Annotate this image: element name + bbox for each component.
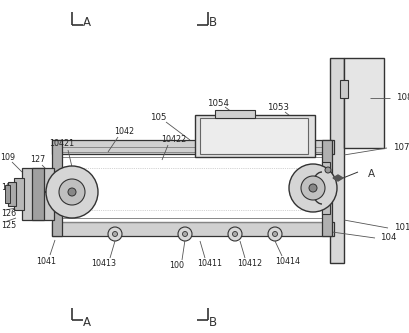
Text: 125: 125 — [1, 221, 16, 230]
Circle shape — [182, 231, 187, 236]
Bar — [195, 115, 315, 157]
Text: A: A — [368, 169, 375, 179]
Circle shape — [108, 227, 122, 241]
Text: 102: 102 — [1, 183, 16, 192]
Text: 1054: 1054 — [207, 99, 229, 108]
Circle shape — [228, 227, 242, 241]
Text: 1053: 1053 — [267, 104, 289, 113]
Text: 1042: 1042 — [114, 128, 134, 137]
Text: 104: 104 — [380, 233, 396, 242]
Text: 10414: 10414 — [276, 257, 301, 266]
Bar — [322, 140, 332, 236]
Text: A: A — [83, 16, 91, 29]
Bar — [8, 182, 16, 206]
Bar — [14, 178, 24, 210]
Circle shape — [59, 179, 85, 205]
Text: 101: 101 — [394, 223, 409, 232]
Text: 109: 109 — [0, 153, 16, 162]
Text: 126: 126 — [1, 209, 16, 218]
Circle shape — [178, 227, 192, 241]
Circle shape — [46, 166, 98, 218]
Bar — [340, 80, 348, 98]
Text: A: A — [83, 316, 91, 329]
Circle shape — [112, 231, 117, 236]
Circle shape — [325, 167, 331, 173]
Text: B: B — [209, 316, 217, 329]
Bar — [22, 168, 54, 220]
Text: 105: 105 — [150, 114, 166, 123]
Text: 10422: 10422 — [162, 136, 187, 145]
Circle shape — [272, 231, 277, 236]
Text: 127: 127 — [30, 156, 46, 165]
Text: 10412: 10412 — [238, 259, 263, 268]
Circle shape — [68, 188, 76, 196]
Circle shape — [301, 176, 325, 200]
Bar — [5, 185, 10, 203]
Bar — [52, 140, 334, 154]
Text: 100: 100 — [169, 261, 184, 270]
Text: 107: 107 — [393, 143, 409, 152]
Text: B: B — [209, 16, 217, 29]
Circle shape — [309, 184, 317, 192]
Bar — [215, 110, 255, 118]
Text: 10411: 10411 — [198, 259, 222, 268]
Polygon shape — [333, 175, 343, 181]
Text: 108: 108 — [396, 94, 409, 103]
Bar — [32, 168, 44, 220]
Bar — [52, 140, 62, 236]
Bar — [200, 118, 308, 154]
Text: 1041: 1041 — [36, 256, 56, 265]
Bar — [330, 58, 344, 263]
Bar — [322, 162, 330, 214]
Bar — [52, 222, 334, 236]
Circle shape — [232, 231, 238, 236]
Circle shape — [289, 164, 337, 212]
Circle shape — [268, 227, 282, 241]
Bar — [344, 58, 384, 148]
Text: 10421: 10421 — [49, 140, 74, 149]
Text: 10413: 10413 — [92, 259, 117, 268]
